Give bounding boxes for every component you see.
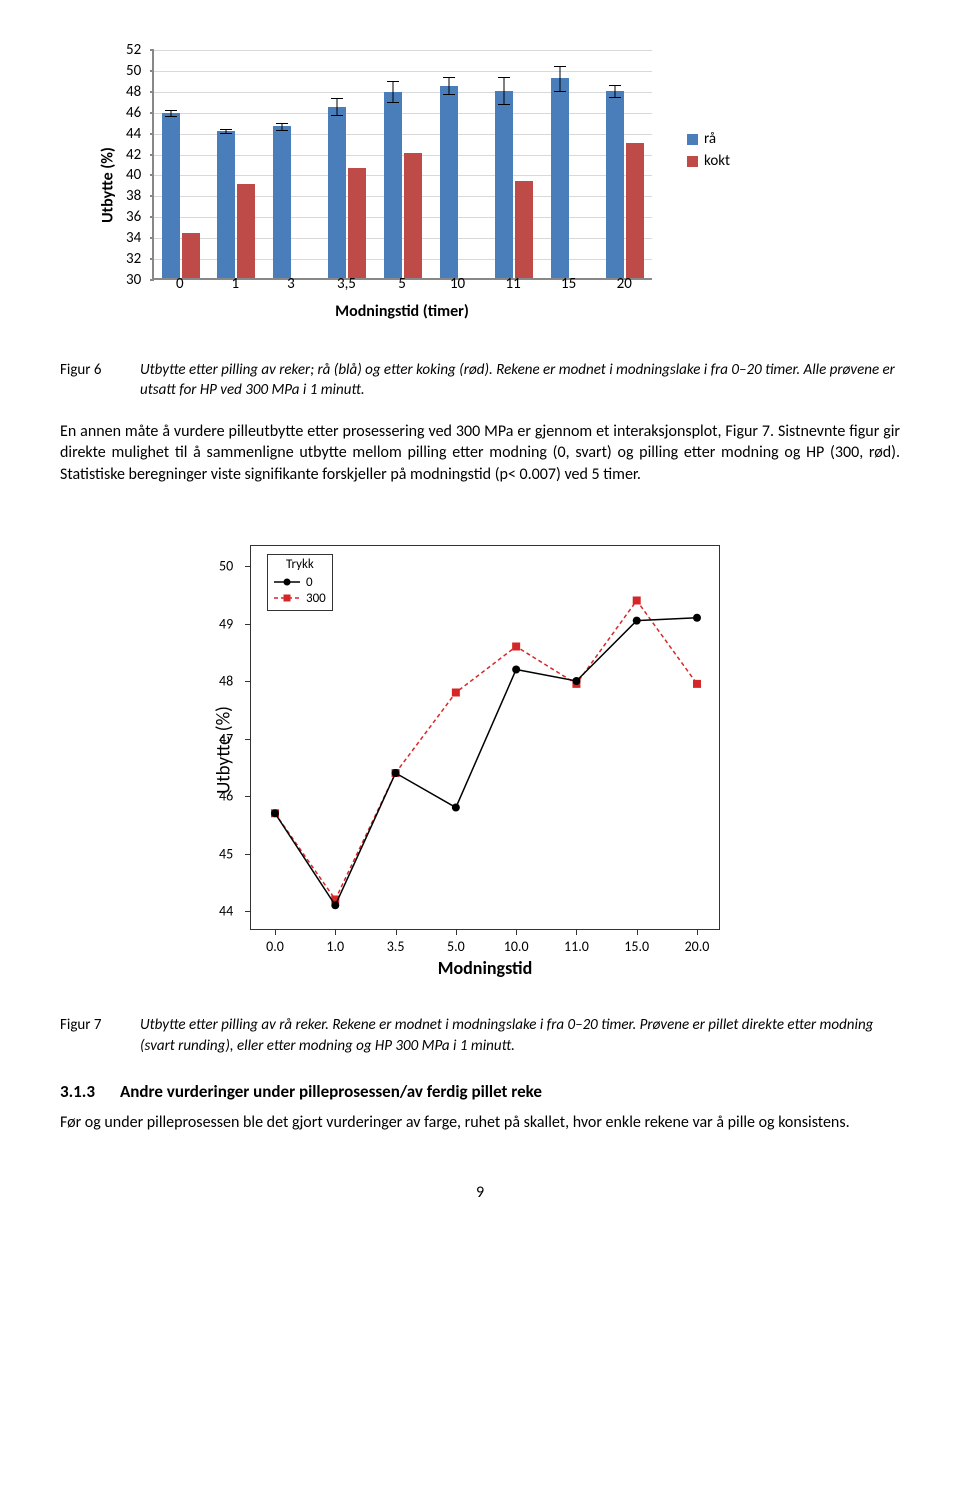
figure-6-caption: Figur 6 Utbytte etter pilling av reker; … (60, 360, 900, 401)
bar-chart-ytick: 50 (126, 62, 141, 80)
legend-label-cooked: kokt (704, 152, 730, 170)
caption-label: Figur 7 (60, 1015, 140, 1056)
line-chart: Utbytte (%) Trykk 0 300 44 45 46 47 48 49 50 0.… (190, 515, 900, 985)
caption-label: Figur 6 (60, 360, 140, 401)
line-chart-ylabel: Utbytte (%) (212, 706, 235, 794)
section-number: 3.1.3 (60, 1081, 120, 1102)
bar-raw (440, 86, 458, 278)
bar-chart-ytick: 46 (126, 104, 141, 122)
bar-chart: Utbytte (%) 303234363840424446485052 Mod… (110, 40, 900, 330)
section-title: Andre vurderinger under pilleprosessen/a… (120, 1081, 542, 1102)
bar-chart-xtick: 11 (506, 275, 521, 293)
legend-series-300: 300 (306, 591, 326, 606)
line-chart-xtick: 15.0 (624, 938, 649, 955)
bar-chart-xlabel: Modningstid (timer) (152, 302, 652, 321)
line-chart-xtick: 20.0 (685, 938, 710, 955)
line-chart-xtick: 3.5 (387, 938, 405, 955)
bar-chart-ytick: 36 (126, 208, 141, 226)
line-chart-xtick: 10.0 (504, 938, 529, 955)
bar-raw (551, 78, 569, 278)
bar-raw (328, 107, 346, 278)
bar-cooked (348, 168, 366, 278)
section-heading: 3.1.3Andre vurderinger under pilleproses… (60, 1081, 900, 1102)
line-chart-ytick: 47 (219, 730, 233, 747)
page-number: 9 (60, 1183, 900, 1202)
caption-text: Utbytte etter pilling av rå reker. Reken… (140, 1015, 900, 1056)
bar-cooked (515, 181, 533, 278)
bar-chart-ylabel: Utbytte (%) (98, 147, 117, 223)
line-chart-xtick: 5.0 (447, 938, 465, 955)
bar-raw (162, 113, 180, 278)
legend-label-raw: rå (704, 130, 716, 148)
line-chart-ytick: 50 (219, 558, 233, 575)
bar-chart-ytick: 30 (126, 271, 141, 289)
line-chart-ytick: 46 (219, 788, 233, 805)
bar-chart-ytick: 42 (126, 146, 141, 164)
bar-chart-xtick: 20 (617, 275, 632, 293)
bar-cooked (404, 153, 422, 278)
line-chart-ytick: 44 (219, 903, 233, 920)
bar-chart-legend: rå kokt (687, 130, 730, 174)
bar-chart-xtick: 10 (450, 275, 465, 293)
caption-text: Utbytte etter pilling av reker; rå (blå)… (140, 360, 900, 401)
line-chart-xtick: 0.0 (266, 938, 284, 955)
bar-cooked (182, 233, 200, 278)
bar-chart-ytick: 52 (126, 41, 141, 59)
bar-chart-ytick: 44 (126, 125, 141, 143)
paragraph-2: Før og under pilleprosessen ble det gjor… (60, 1112, 900, 1134)
line-chart-xlabel: Modningstid (250, 957, 720, 979)
bar-chart-ytick: 32 (126, 250, 141, 268)
bar-raw (217, 131, 235, 278)
legend-series-0: 0 (306, 575, 313, 590)
bar-raw (273, 126, 291, 278)
bar-cooked (237, 184, 255, 278)
line-chart-xtick: 11.0 (564, 938, 589, 955)
figure-7-caption: Figur 7 Utbytte etter pilling av rå reke… (60, 1015, 900, 1056)
bar-chart-ytick: 38 (126, 187, 141, 205)
bar-raw (606, 91, 624, 278)
paragraph-1: En annen måte å vurdere pilleutbytte ett… (60, 421, 900, 486)
bar-chart-xtick: 3,5 (337, 275, 356, 293)
bar-chart-xtick: 15 (561, 275, 576, 293)
bar-cooked (626, 143, 644, 278)
bar-chart-xtick: 3 (287, 275, 295, 293)
line-chart-xtick: 1.0 (326, 938, 344, 955)
bar-chart-xtick: 5 (398, 275, 406, 293)
bar-chart-ytick: 48 (126, 83, 141, 101)
legend-title: Trykk (274, 557, 326, 572)
bar-chart-ytick: 34 (126, 229, 141, 247)
line-chart-ytick: 48 (219, 673, 233, 690)
line-chart-ytick: 49 (219, 615, 233, 632)
bar-raw (384, 92, 402, 278)
line-chart-ytick: 45 (219, 845, 233, 862)
bar-chart-ytick: 40 (126, 166, 141, 184)
line-chart-legend: Trykk 0 300 (267, 554, 333, 611)
bar-chart-xtick: 1 (232, 275, 240, 293)
bar-raw (495, 91, 513, 278)
bar-chart-xtick: 0 (176, 275, 184, 293)
